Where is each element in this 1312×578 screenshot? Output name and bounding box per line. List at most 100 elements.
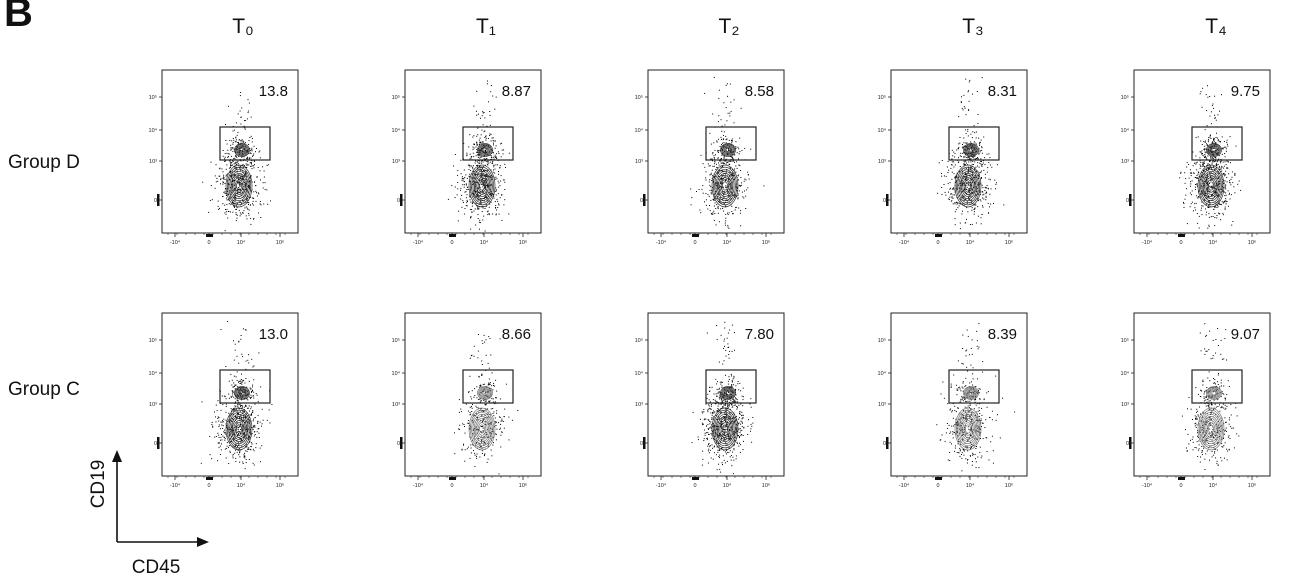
x-tick-label: 10⁶ xyxy=(519,482,527,489)
x-zero-marker xyxy=(206,477,213,480)
y-axis-label: CD19 xyxy=(88,460,109,509)
x-tick-label: 10⁴ xyxy=(723,482,732,489)
gate-percent-label: 8.87 xyxy=(502,83,531,100)
x-tick-label: -10⁴ xyxy=(413,239,424,246)
contour-plot: 10⁵ 10⁴ 10³ 0 -10⁴ 0 10⁴ 10⁶ 8.39 xyxy=(878,312,1028,489)
y-zero-marker xyxy=(157,437,160,449)
y-tick-label: 10⁵ xyxy=(1121,94,1129,101)
x-tick-label: 10⁶ xyxy=(276,239,284,246)
x-tick-label: 10⁴ xyxy=(966,239,975,246)
y-zero-marker xyxy=(886,437,889,449)
y-tick-label: 10⁵ xyxy=(878,94,886,101)
plot-frame xyxy=(404,312,542,477)
x-tick-label: 0 xyxy=(693,483,696,489)
y-tick-label: 10³ xyxy=(1121,159,1129,165)
contour-plot: 10⁵ 10⁴ 10³ 0 -10⁴ 0 10⁴ 10⁶ 7.80 xyxy=(635,312,785,489)
row-labels: Group D Group C xyxy=(8,152,80,400)
y-tick-label: 0 xyxy=(640,441,643,447)
contour-rings xyxy=(1197,386,1225,451)
y-tick-label: 10³ xyxy=(878,159,886,165)
x-zero-marker xyxy=(692,477,699,480)
x-tick-label: 0 xyxy=(936,240,939,246)
gate-box xyxy=(219,369,271,404)
x-tick-label: -10⁴ xyxy=(1142,239,1153,246)
plot-frame xyxy=(1133,312,1271,477)
column-label: T₁ xyxy=(476,15,496,38)
column-label: T₃ xyxy=(962,15,983,38)
y-zero-marker xyxy=(1129,194,1132,206)
plot-frame xyxy=(890,312,1028,477)
contour-plot: 10⁵ 10⁴ 10³ 0 -10⁴ 0 10⁴ 10⁶ 8.31 xyxy=(878,69,1028,246)
row-label: Group D xyxy=(8,152,80,173)
y-tick-label: 10³ xyxy=(635,159,643,165)
y-zero-marker xyxy=(157,194,160,206)
x-zero-marker xyxy=(692,234,699,237)
y-tick-label: 0 xyxy=(883,198,886,204)
x-axis-label: CD45 xyxy=(132,557,181,578)
y-tick-label: 0 xyxy=(1126,441,1129,447)
gate-box xyxy=(219,126,271,161)
plot-frame xyxy=(161,69,299,234)
y-tick-label: 10⁴ xyxy=(392,370,401,377)
gate-box xyxy=(1191,369,1243,404)
y-tick-label: 0 xyxy=(883,441,886,447)
x-tick-label: 10⁶ xyxy=(762,239,770,246)
contour-rings xyxy=(954,143,982,208)
y-zero-marker xyxy=(643,437,646,449)
y-tick-label: 0 xyxy=(154,441,157,447)
column-label: T₄ xyxy=(1205,15,1226,38)
x-zero-marker xyxy=(1178,477,1185,480)
gate-box xyxy=(462,369,514,404)
y-tick-label: 10³ xyxy=(149,159,157,165)
y-tick-label: 10⁴ xyxy=(1121,127,1130,134)
gate-percent-label: 8.58 xyxy=(745,83,774,100)
y-zero-marker xyxy=(886,194,889,206)
y-tick-label: 10³ xyxy=(635,402,643,408)
gate-percent-label: 8.66 xyxy=(502,326,531,343)
x-tick-label: 0 xyxy=(1179,483,1182,489)
column-label: T₂ xyxy=(719,15,740,38)
x-tick-label: 0 xyxy=(207,483,210,489)
y-tick-label: 0 xyxy=(154,198,157,204)
y-tick-label: 10³ xyxy=(1121,402,1129,408)
x-tick-label: 10⁶ xyxy=(1005,482,1013,489)
panel-label: B xyxy=(4,0,33,35)
x-tick-label: -10⁴ xyxy=(413,482,424,489)
x-tick-label: -10⁴ xyxy=(899,239,910,246)
x-tick-label: -10⁴ xyxy=(899,482,910,489)
contour-rings xyxy=(1197,143,1225,208)
x-tick-label: -10⁴ xyxy=(170,482,181,489)
y-tick-label: 10⁵ xyxy=(392,94,400,101)
y-tick-label: 10⁴ xyxy=(392,127,401,134)
y-axis-arrowhead xyxy=(112,450,122,462)
y-tick-label: 10⁵ xyxy=(149,337,157,344)
y-tick-label: 10⁵ xyxy=(635,337,643,344)
contour-plot: 10⁵ 10⁴ 10³ 0 -10⁴ 0 10⁴ 10⁶ 13.8 xyxy=(149,69,299,246)
contour-plot: 10⁵ 10⁴ 10³ 0 -10⁴ 0 10⁴ 10⁶ 13.0 xyxy=(149,312,299,489)
x-zero-marker xyxy=(935,477,942,480)
x-tick-label: 10⁴ xyxy=(480,482,489,489)
contour-rings xyxy=(711,143,739,208)
row-label: Group C xyxy=(8,379,80,400)
y-tick-label: 10⁵ xyxy=(392,337,400,344)
column-labels: T₀ T₁ T₂ T₃ T₄ xyxy=(232,15,1226,38)
x-tick-label: 10⁶ xyxy=(1248,239,1256,246)
plot-frame xyxy=(647,312,785,477)
x-tick-label: -10⁴ xyxy=(656,482,667,489)
y-tick-label: 10⁴ xyxy=(635,127,644,134)
y-tick-label: 0 xyxy=(397,198,400,204)
x-tick-label: 0 xyxy=(1179,240,1182,246)
y-tick-label: 10⁵ xyxy=(635,94,643,101)
gate-percent-label: 9.07 xyxy=(1231,326,1260,343)
x-tick-label: 10⁶ xyxy=(1248,482,1256,489)
y-tick-label: 0 xyxy=(1126,198,1129,204)
gate-box xyxy=(948,369,1000,404)
x-zero-marker xyxy=(935,234,942,237)
y-tick-label: 10⁴ xyxy=(1121,370,1130,377)
gate-box xyxy=(462,126,514,161)
axis-legend: CD19 CD45 xyxy=(88,450,209,578)
plot-frame xyxy=(404,69,542,234)
gate-percent-label: 8.39 xyxy=(988,326,1017,343)
y-tick-label: 10³ xyxy=(149,402,157,408)
